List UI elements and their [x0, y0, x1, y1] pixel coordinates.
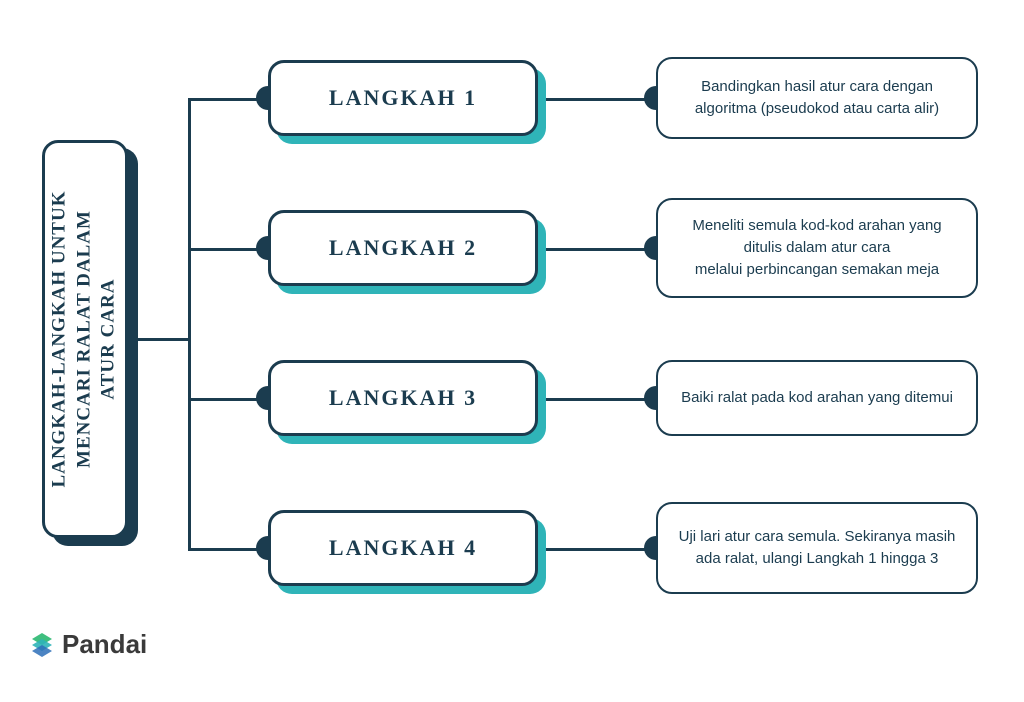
root-title: LANGKAH-LANGKAH UNTUK MENCARI RALAT DALA…	[48, 190, 122, 487]
desc-box-2: Meneliti semula kod-kod arahan yang ditu…	[656, 198, 978, 298]
desc-box-3: Baiki ralat pada kod arahan yang ditemui	[656, 360, 978, 436]
desc-2-text: Meneliti semula kod-kod arahan yang ditu…	[678, 215, 956, 280]
root-box-main: LANGKAH-LANGKAH UNTUK MENCARI RALAT DALA…	[42, 140, 128, 538]
root-title-line2: MENCARI RALAT DALAM	[74, 210, 95, 468]
connector-root-trunk	[138, 338, 190, 341]
connector-branch-4	[188, 548, 258, 551]
step-box-1: LANGKAH 1	[268, 60, 538, 136]
connector-step-1-desc	[546, 98, 646, 101]
connector-branch-2	[188, 248, 258, 251]
desc-box-4: Uji lari atur cara semula. Sekiranya mas…	[656, 502, 978, 594]
root-title-line1: LANGKAH-LANGKAH UNTUK	[49, 190, 70, 487]
desc-1-text: Bandingkan hasil atur cara dengan algori…	[678, 76, 956, 120]
connector-branch-3	[188, 398, 258, 401]
step-box-2-main: LANGKAH 2	[268, 210, 538, 286]
connector-trunk	[188, 98, 191, 550]
step-box-4: LANGKAH 4	[268, 510, 538, 586]
connector-step-4-desc	[546, 548, 646, 551]
root-box: LANGKAH-LANGKAH UNTUK MENCARI RALAT DALA…	[42, 140, 128, 538]
logo: Pandai	[28, 629, 147, 660]
desc-4-text: Uji lari atur cara semula. Sekiranya mas…	[678, 526, 956, 570]
step-box-2: LANGKAH 2	[268, 210, 538, 286]
step-box-1-main: LANGKAH 1	[268, 60, 538, 136]
step-3-label: LANGKAH 3	[329, 385, 477, 411]
connector-branch-1	[188, 98, 258, 101]
root-title-line3: ATUR CARA	[98, 278, 119, 399]
logo-text: Pandai	[62, 629, 147, 660]
logo-icon	[28, 631, 56, 659]
step-4-label: LANGKAH 4	[329, 535, 477, 561]
desc-3-text: Baiki ralat pada kod arahan yang ditemui	[681, 387, 953, 409]
step-box-3-main: LANGKAH 3	[268, 360, 538, 436]
desc-box-1: Bandingkan hasil atur cara dengan algori…	[656, 57, 978, 139]
step-box-4-main: LANGKAH 4	[268, 510, 538, 586]
step-2-label: LANGKAH 2	[329, 235, 477, 261]
connector-step-2-desc	[546, 248, 646, 251]
connector-step-3-desc	[546, 398, 646, 401]
step-1-label: LANGKAH 1	[329, 85, 477, 111]
step-box-3: LANGKAH 3	[268, 360, 538, 436]
